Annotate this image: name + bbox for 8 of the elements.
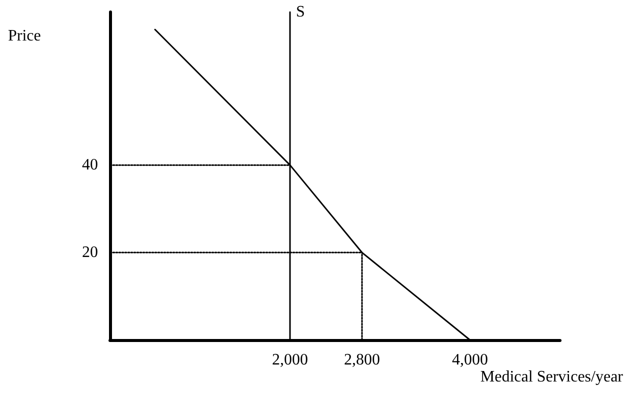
y-axis-title: Price [8,28,41,44]
x-tick-label: 2,800 [344,352,380,368]
series-label: S [296,4,305,20]
y-tick-label: 40 [82,156,98,174]
x-tick-label: 4,000 [452,352,488,368]
x-axis-title: Medical Services/year [480,368,624,386]
y-tick-label: 20 [82,244,98,262]
x-tick-label: 2,000 [272,352,308,368]
